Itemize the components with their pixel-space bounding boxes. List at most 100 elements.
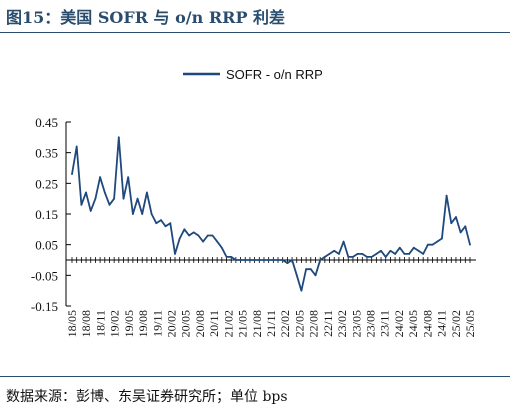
- x-tick-label: 18/05: [65, 310, 79, 337]
- data-point: [113, 197, 116, 200]
- x-tick-label: 18/11: [93, 310, 107, 337]
- data-source-note: 数据来源：彭博、东吴证券研究所；单位 bps: [6, 389, 288, 405]
- data-point: [258, 259, 261, 261]
- data-point: [314, 274, 317, 277]
- x-tick-label: 22/11: [321, 310, 335, 337]
- data-point: [272, 259, 275, 261]
- series-layer: [71, 136, 471, 292]
- data-point: [375, 252, 378, 255]
- x-tick-label: 25/05: [463, 310, 477, 337]
- data-point: [216, 240, 219, 243]
- y-tick-label: -0.15: [31, 299, 58, 314]
- x-tick-label: 20/05: [179, 310, 193, 337]
- series-line-sofr-rrp: [71, 136, 471, 292]
- x-axis: 18/05 18/08 18/11 19/02 19/05 19/08 19/11 20/02…: [65, 257, 477, 337]
- data-point: [455, 216, 457, 218]
- data-point: [131, 213, 134, 215]
- x-tick-label: 20/02: [165, 310, 179, 337]
- data-point: [469, 243, 471, 246]
- data-point: [80, 203, 83, 206]
- data-point: [75, 145, 78, 148]
- footer-rule: [0, 376, 510, 377]
- data-point: [220, 246, 223, 249]
- x-tick-label: 19/02: [108, 310, 122, 337]
- data-point: [267, 259, 270, 261]
- data-point: [333, 249, 336, 252]
- data-point: [103, 191, 106, 194]
- data-point: [253, 259, 256, 261]
- data-point: [281, 259, 284, 261]
- data-point: [127, 176, 130, 179]
- y-tick-label: 0.05: [35, 238, 58, 253]
- data-point: [398, 246, 401, 249]
- data-point: [192, 231, 195, 234]
- x-tick-label: 23/05: [349, 310, 363, 337]
- x-tick-label: 24/08: [420, 310, 434, 337]
- data-point: [225, 256, 228, 258]
- data-point: [164, 225, 167, 228]
- x-tick-label: 19/11: [150, 310, 164, 337]
- data-point: [141, 213, 144, 215]
- data-point: [412, 246, 415, 249]
- data-point: [174, 252, 176, 255]
- data-point: [370, 256, 373, 258]
- x-tick-label: 23/11: [378, 310, 392, 337]
- data-point: [426, 243, 429, 246]
- data-point: [309, 268, 312, 271]
- y-tick-label: 0.35: [35, 146, 58, 161]
- data-point: [146, 191, 148, 194]
- data-point: [99, 176, 101, 179]
- data-point: [300, 289, 303, 292]
- data-point: [347, 256, 350, 258]
- data-point: [155, 222, 158, 225]
- data-point: [150, 213, 153, 215]
- data-point: [394, 252, 396, 255]
- data-point: [85, 191, 87, 194]
- x-tick-label: 25/02: [449, 310, 463, 337]
- x-tick-label: 24/02: [392, 310, 406, 337]
- y-axis: -0.15 -0.05 0.05 0.15 0.25 0.35 0.45: [31, 115, 71, 314]
- x-tick-label: 20/11: [207, 310, 221, 337]
- data-point: [230, 256, 233, 258]
- data-point: [459, 231, 462, 234]
- x-tick-label: 24/11: [435, 310, 449, 337]
- x-tick-label: 23/08: [364, 310, 378, 337]
- x-tick-label: 18/08: [79, 310, 93, 337]
- data-point: [249, 259, 251, 261]
- data-point: [380, 249, 382, 252]
- data-point: [89, 210, 92, 212]
- data-point: [436, 240, 439, 243]
- data-point: [422, 252, 425, 255]
- x-tick-label: 19/05: [122, 310, 136, 337]
- data-point: [71, 173, 73, 176]
- x-tick-label: 23/02: [335, 310, 349, 337]
- data-point: [441, 237, 443, 240]
- data-point: [117, 136, 120, 139]
- data-point: [361, 252, 364, 255]
- title-rule: [0, 32, 510, 33]
- data-point: [337, 252, 340, 255]
- data-point: [188, 234, 190, 237]
- data-point: [366, 256, 368, 258]
- x-tick-label: 21/11: [264, 310, 278, 337]
- y-tick-label: 0.45: [35, 115, 58, 130]
- data-point: [305, 268, 308, 271]
- x-tick-label: 22/05: [292, 310, 306, 337]
- x-tick-label: 22/02: [278, 310, 292, 337]
- legend-label: SOFR - o/n RRP: [226, 67, 323, 82]
- y-tick-label: 0.25: [35, 176, 58, 191]
- data-point: [286, 262, 289, 264]
- data-point: [384, 256, 387, 258]
- data-point: [263, 259, 265, 261]
- data-point: [234, 259, 237, 261]
- data-point: [323, 256, 326, 258]
- data-point: [408, 252, 411, 255]
- data-point: [445, 194, 448, 197]
- data-point: [291, 259, 293, 261]
- data-point: [239, 259, 242, 261]
- x-tick-label: 24/05: [406, 310, 420, 337]
- data-point: [464, 225, 467, 228]
- data-point: [206, 234, 209, 237]
- data-point: [94, 197, 97, 200]
- chart-legend: SOFR - o/n RRP: [183, 67, 323, 82]
